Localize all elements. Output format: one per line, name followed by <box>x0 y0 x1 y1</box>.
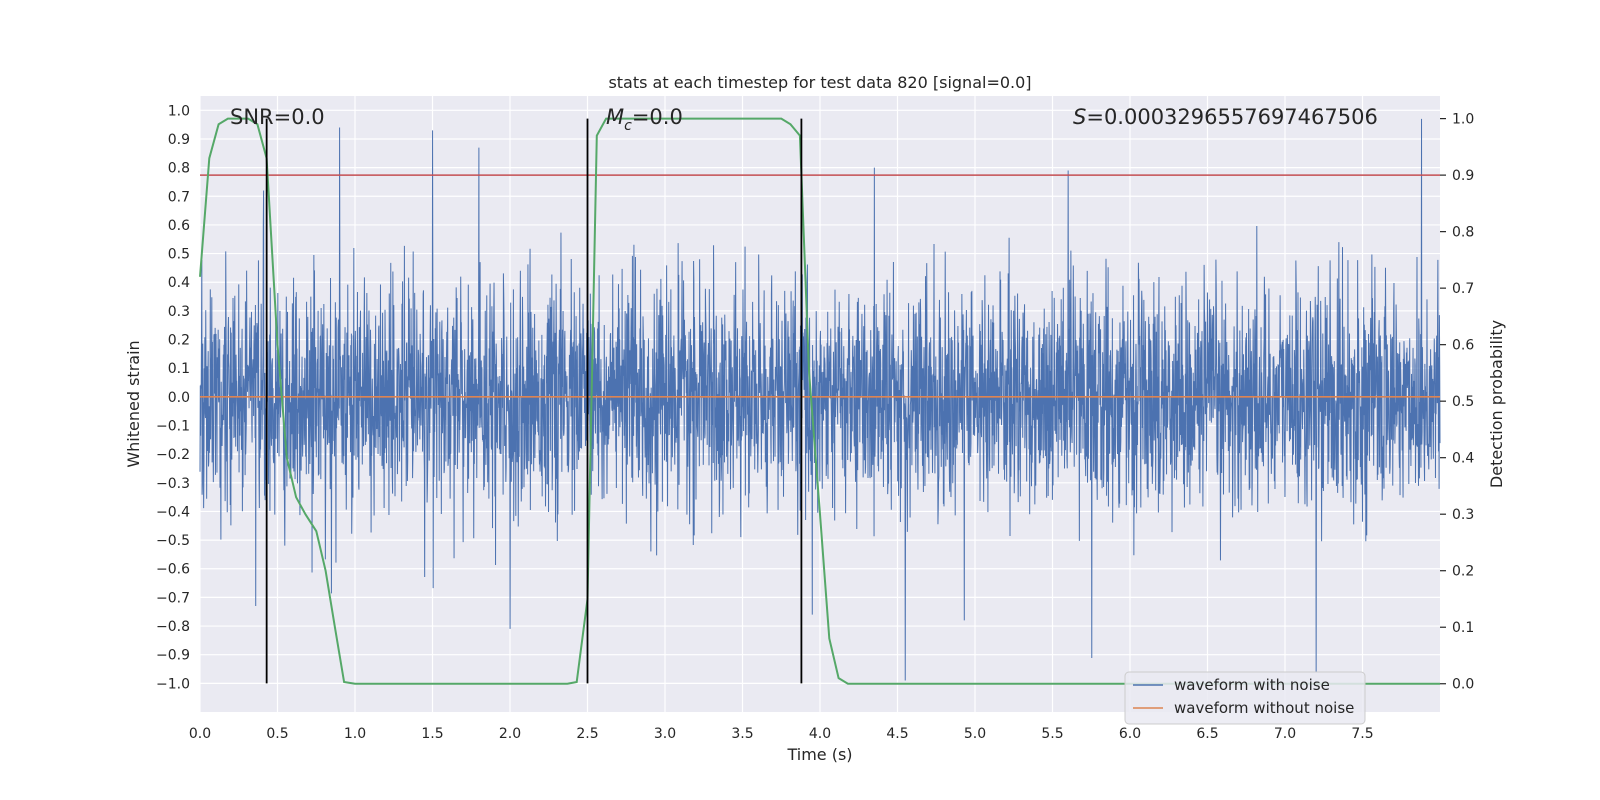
x-tick-label: 3.0 <box>654 726 676 742</box>
y-left-tick-label: 0.2 <box>168 333 190 349</box>
y-left-tick-label: −0.7 <box>156 590 190 606</box>
y-right-tick-label: 0.8 <box>1452 225 1474 241</box>
x-tick-label: 2.5 <box>576 726 598 742</box>
y-left-tick-label: −0.6 <box>156 562 190 578</box>
y-left-tick-label: 0.8 <box>168 161 190 177</box>
x-tick-label: 3.5 <box>731 726 753 742</box>
y-left-tick-label: −1.0 <box>156 676 190 692</box>
y-right-tick-label: 0.2 <box>1452 564 1474 580</box>
y-left-tick-label: −0.3 <box>156 476 190 492</box>
chirp-mass-annotation: Mc=0.0 <box>606 105 683 134</box>
x-axis-label: Time (s) <box>786 745 852 764</box>
x-tick-label: 6.0 <box>1119 726 1141 742</box>
x-tick-label: 4.0 <box>809 726 831 742</box>
y-left-tick-label: −0.4 <box>156 504 190 520</box>
waveform-with-noise <box>199 118 1441 681</box>
y-left-tick-label: 0.5 <box>168 247 190 263</box>
y-left-tick-label: −0.9 <box>156 648 190 664</box>
x-tick-label: 5.0 <box>964 726 986 742</box>
score-value: =0.0003296557697467506 <box>1086 105 1378 129</box>
y-axis-right-label: Detection probability <box>1487 320 1506 488</box>
y-right-tick-label: 0.6 <box>1452 338 1474 354</box>
x-tick-label: 1.5 <box>421 726 443 742</box>
y-left-tick-label: 0.1 <box>168 361 190 377</box>
left-axis-ticks: 1.0 0.9 0.8 0.7 0.6 0.5 0.4 0.3 0.2 0.1 0.0 −0.1 −0.… <box>156 103 190 692</box>
y-right-tick-label: 1.0 <box>1452 112 1474 128</box>
y-right-tick-label: 0.9 <box>1452 168 1474 184</box>
y-left-tick-label: 0.3 <box>168 304 190 320</box>
y-left-tick-label: 0.4 <box>168 275 190 291</box>
x-axis-ticks: 0.0 0.5 1.0 1.5 2.0 2.5 3.0 3.5 4.0 4.5 5.0 5.5 6.0 6… <box>189 726 1374 742</box>
chirp-mass-subscript: c <box>624 118 632 134</box>
event-markers <box>265 118 803 684</box>
detection-probability-line <box>199 117 1440 685</box>
score-annotation: S=0.0003296557697467506 <box>1073 105 1378 129</box>
chart-title: stats at each timestep for test data 820… <box>608 73 1031 92</box>
x-tick-label: 6.5 <box>1196 726 1218 742</box>
legend-label-clean: waveform without noise <box>1174 699 1354 717</box>
x-tick-label: 7.0 <box>1274 726 1296 742</box>
x-tick-label: 7.5 <box>1351 726 1373 742</box>
y-left-tick-label: 0.9 <box>168 132 190 148</box>
y-left-tick-label: 0.6 <box>168 218 190 234</box>
x-tick-label: 0.0 <box>189 726 211 742</box>
score-symbol: S <box>1073 105 1086 129</box>
right-axis-ticks: 1.0 0.9 0.8 0.7 0.6 0.5 0.4 0.3 0.2 0.1 0.0 <box>1440 112 1474 693</box>
x-tick-label: 2.0 <box>499 726 521 742</box>
legend-label-noise: waveform with noise <box>1174 676 1330 694</box>
y-right-tick-label: 0.7 <box>1452 281 1474 297</box>
y-left-tick-label: −0.1 <box>156 418 190 434</box>
y-left-tick-label: −0.8 <box>156 619 190 635</box>
y-right-tick-label: 0.4 <box>1452 451 1474 467</box>
y-left-tick-label: −0.2 <box>156 447 190 463</box>
chirp-mass-symbol: M <box>606 105 624 129</box>
y-axis-left-label: Whitened strain <box>124 340 143 467</box>
y-right-tick-label: 0.0 <box>1452 677 1474 693</box>
x-tick-label: 0.5 <box>266 726 288 742</box>
x-tick-label: 1.0 <box>344 726 366 742</box>
y-right-tick-label: 0.3 <box>1452 507 1474 523</box>
y-left-tick-label: 0.0 <box>168 390 190 406</box>
y-right-tick-label: 0.1 <box>1452 620 1474 636</box>
legend-box <box>1124 671 1366 725</box>
y-right-tick-label: 0.5 <box>1452 394 1474 410</box>
chirp-mass-value: =0.0 <box>632 105 683 129</box>
x-tick-label: 5.5 <box>1041 726 1063 742</box>
y-left-tick-label: 1.0 <box>168 103 190 119</box>
noise-trace <box>199 118 1441 681</box>
y-left-tick-label: 0.7 <box>168 189 190 205</box>
x-tick-label: 4.5 <box>886 726 908 742</box>
y-left-tick-label: −0.5 <box>156 533 190 549</box>
snr-annotation: SNR=0.0 <box>230 105 325 129</box>
legend: waveform with noise waveform without noi… <box>1124 671 1366 725</box>
